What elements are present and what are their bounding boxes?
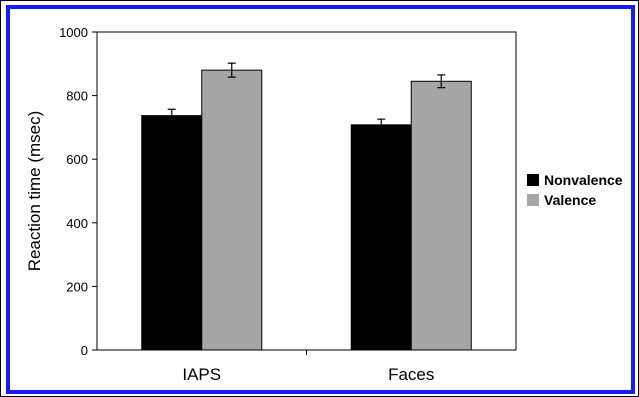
legend-item-valence: Valence: [527, 190, 623, 210]
legend-swatch-valence: [527, 194, 539, 206]
y-tick-label: 200: [66, 279, 88, 294]
y-tick-label: 0: [81, 343, 88, 358]
y-tick-label: 1000: [59, 25, 88, 40]
legend-item-nonvalence: Nonvalence: [527, 170, 623, 190]
legend: Nonvalence Valence: [527, 170, 623, 210]
legend-swatch-nonvalence: [527, 174, 539, 186]
y-axis-ticks: 0 200 400 600 800 1000: [59, 25, 97, 358]
x-tick-label: Faces: [388, 365, 434, 384]
x-tick-label: IAPS: [182, 365, 221, 384]
bars: [141, 62, 472, 351]
y-tick-label: 600: [66, 152, 88, 167]
y-tick-label: 800: [66, 89, 88, 104]
bar-valence-faces: [410, 80, 472, 351]
bar-nonvalence-iaps: [141, 115, 203, 351]
bar-valence-iaps: [201, 69, 263, 351]
x-axis-labels: IAPS Faces: [182, 350, 434, 384]
y-axis-label: Reaction time (msec): [25, 111, 44, 272]
y-tick-label: 400: [66, 216, 88, 231]
bar-nonvalence-faces: [350, 124, 412, 351]
legend-label-nonvalence: Nonvalence: [544, 172, 623, 188]
legend-label-valence: Valence: [544, 192, 597, 208]
